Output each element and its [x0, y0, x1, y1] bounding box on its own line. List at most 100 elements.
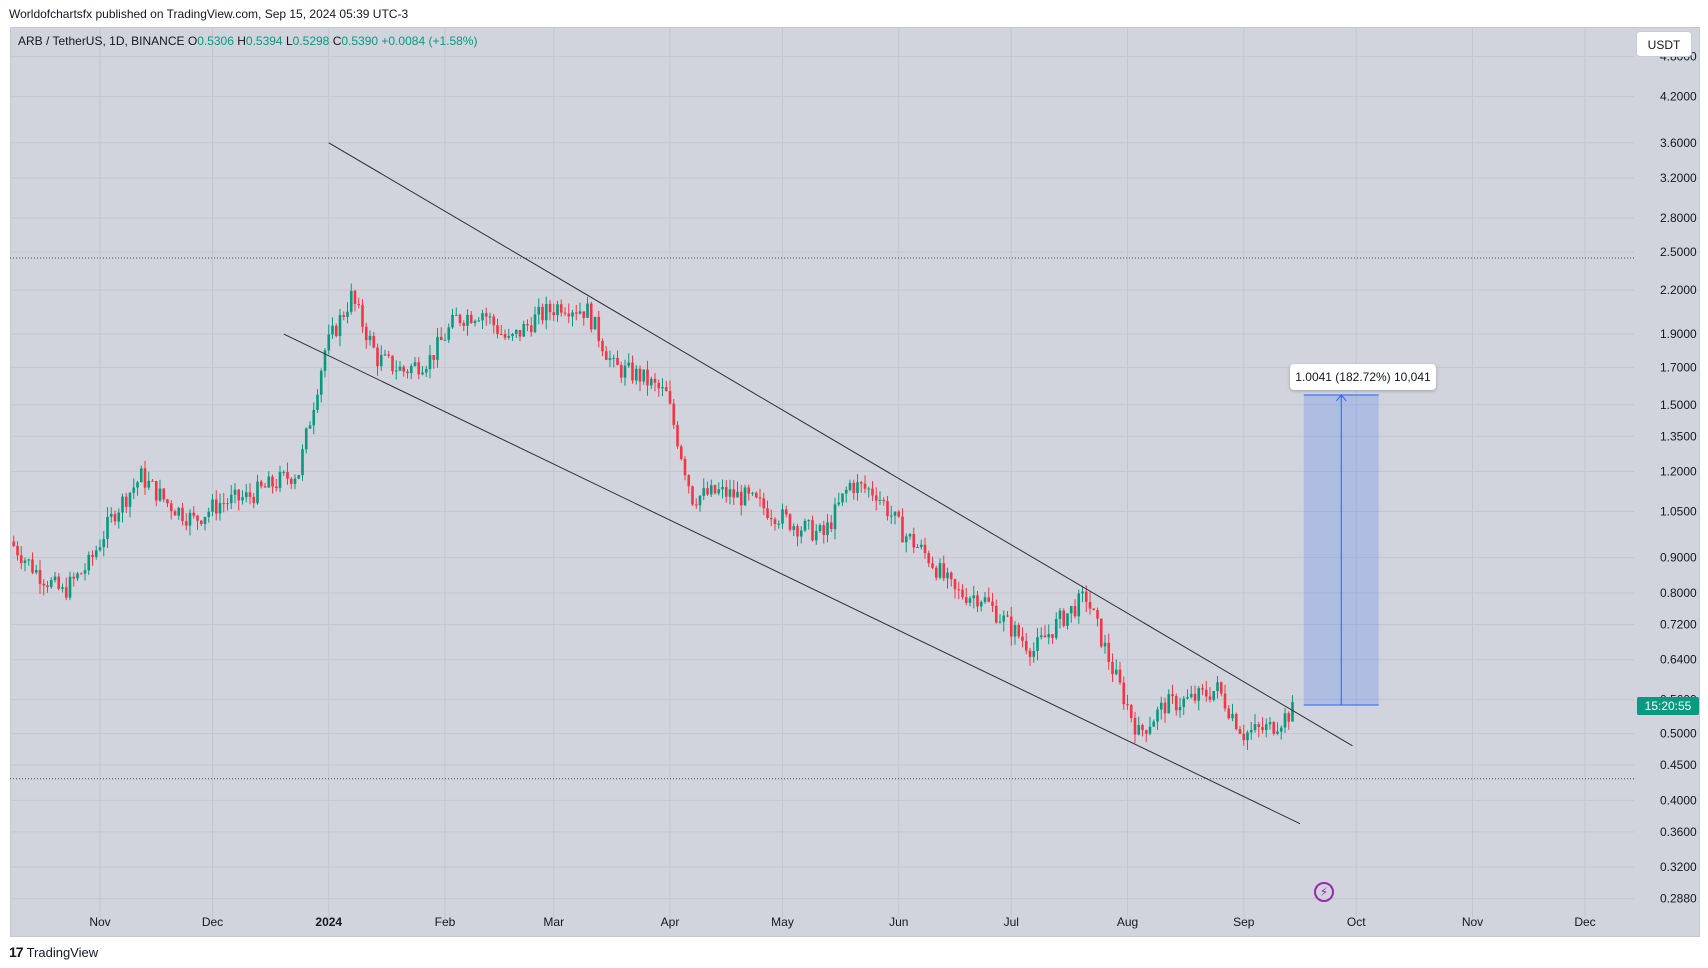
candle-body	[34, 570, 38, 573]
candle-body	[42, 583, 46, 586]
candle-body	[762, 498, 766, 509]
candle-body	[173, 511, 177, 516]
candle-body	[237, 489, 241, 501]
candle-body	[203, 516, 207, 525]
candle-body	[466, 314, 469, 326]
change-value: +0.0084 (+1.58%)	[381, 34, 478, 48]
candle-body	[1223, 693, 1227, 709]
x-tick-label: 2024	[315, 915, 342, 929]
candle-body	[27, 559, 31, 561]
candle-body	[664, 387, 668, 392]
candle-body	[383, 354, 387, 356]
candle-body	[702, 488, 706, 496]
candle-body	[376, 347, 379, 367]
candle-body	[1148, 726, 1152, 734]
candle-body	[19, 555, 23, 564]
candle-body	[713, 485, 717, 494]
candle-body	[1069, 606, 1073, 614]
candle-body	[38, 570, 42, 584]
candle-body	[301, 449, 304, 476]
candle-body	[207, 511, 211, 517]
trendline-upper	[328, 142, 1353, 747]
y-tick-label: 3.2000	[1660, 171, 1697, 185]
candle-body	[477, 320, 481, 322]
candle-body	[439, 336, 443, 341]
candle-body	[424, 369, 428, 373]
candle-body	[1002, 615, 1006, 622]
candle-body	[811, 520, 814, 541]
candle-body	[379, 355, 383, 367]
open-value: 0.5306	[197, 34, 234, 48]
candle-body	[278, 472, 282, 489]
candle-body	[766, 508, 769, 519]
candle-body	[597, 316, 601, 342]
candle-body	[297, 475, 301, 479]
candle-body	[368, 335, 372, 341]
candle-body	[803, 520, 807, 531]
price-axis[interactable]: 4.80004.20003.60003.20002.80002.50002.20…	[1660, 50, 1697, 906]
candle-body	[931, 563, 934, 568]
candle-body	[514, 329, 518, 334]
candle-body	[544, 303, 548, 321]
candle-body	[1257, 724, 1261, 728]
candle-body	[274, 486, 278, 489]
candle-body	[683, 459, 687, 476]
candle-body	[1114, 669, 1118, 675]
brand-name: TradingView	[26, 944, 99, 960]
candle-body	[1287, 713, 1291, 722]
symbol-legend: ARB / TetherUS, 1D, BINANCE O0.5306 H0.5…	[18, 34, 477, 48]
trendline-lower	[283, 333, 1301, 825]
candle-body	[1246, 732, 1249, 741]
candle-body	[709, 485, 713, 495]
candle-body	[256, 481, 259, 504]
lightning-icon[interactable]: ⚡	[1314, 882, 1334, 902]
candle-body	[998, 621, 1002, 623]
candle-body	[848, 482, 852, 490]
candle-body	[972, 595, 976, 599]
y-tick-label: 0.2880	[1660, 892, 1697, 906]
candle-body	[181, 507, 184, 522]
candle-body	[833, 504, 837, 530]
candle-body	[511, 333, 514, 337]
candle-body	[541, 306, 544, 321]
candle-body	[968, 598, 972, 603]
candle-body	[244, 492, 248, 498]
candle-body	[121, 496, 124, 513]
candle-body	[953, 579, 957, 590]
candle-body	[458, 314, 462, 323]
candle-body	[1126, 704, 1129, 706]
candle-body	[578, 311, 582, 314]
candle-body	[874, 495, 878, 501]
candle-body	[391, 355, 394, 371]
candle-body	[736, 491, 739, 498]
candle-body	[1219, 682, 1223, 694]
candle-body	[1201, 688, 1204, 690]
candle-body	[732, 489, 736, 498]
candle-body	[1039, 635, 1043, 638]
candle-body	[1182, 698, 1186, 707]
candle-body	[661, 387, 664, 389]
candle-body	[976, 595, 979, 607]
candle-body	[402, 366, 406, 372]
candle-body	[897, 511, 901, 517]
currency-button[interactable]: USDT	[1636, 31, 1692, 57]
candle-body	[226, 503, 229, 505]
candle-body	[211, 499, 214, 512]
candle-body	[619, 365, 623, 378]
candle-body	[987, 597, 991, 602]
candle-body	[1212, 691, 1216, 700]
candle-body	[196, 515, 199, 521]
footer-brand[interactable]: 17 TradingView	[9, 942, 98, 962]
candle-body	[747, 487, 751, 494]
candle-body	[871, 488, 874, 496]
candle-body	[574, 312, 578, 314]
time-axis[interactable]: Nov Dec 2024 Feb Mar Apr May Jun Jul Aug Sep Oct Nov…	[89, 915, 1595, 929]
candle-body	[1141, 725, 1144, 731]
candle-body	[717, 489, 721, 494]
trendlines[interactable]	[283, 142, 1353, 825]
candle-body	[76, 573, 79, 579]
measure-tool[interactable]	[1303, 394, 1379, 706]
candle-body	[1276, 731, 1279, 734]
candle-body	[571, 312, 574, 317]
